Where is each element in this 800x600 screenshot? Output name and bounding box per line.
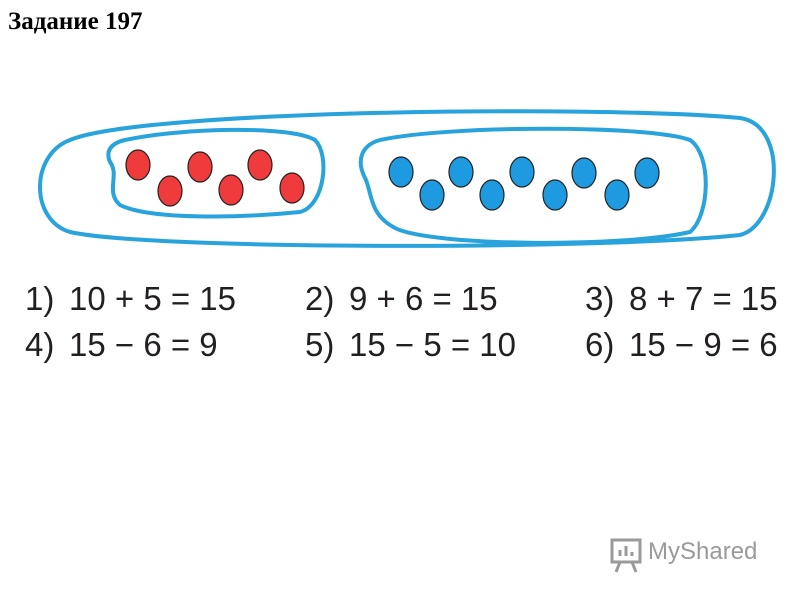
watermark: MyShared bbox=[648, 538, 758, 565]
equation-number: 3) bbox=[585, 280, 615, 317]
equation-expression: 9 + 6 = 15 bbox=[349, 280, 498, 317]
blue-dot bbox=[479, 179, 505, 211]
red-dot bbox=[218, 174, 244, 206]
blue-dot bbox=[419, 179, 445, 211]
watermark-icon bbox=[610, 538, 642, 573]
equation: 1) 10 + 5 = 15 bbox=[25, 280, 236, 318]
blue-dot bbox=[604, 179, 630, 211]
equation-number: 4) bbox=[25, 326, 55, 363]
equation: 4) 15 − 6 = 9 bbox=[25, 326, 218, 364]
equation-expression: 15 − 6 = 9 bbox=[69, 326, 218, 363]
equation: 5) 15 − 5 = 10 bbox=[305, 326, 516, 364]
equation-number: 1) bbox=[25, 280, 55, 317]
title: Задание 197 bbox=[8, 8, 143, 35]
blue-set bbox=[358, 126, 708, 245]
equation-expression: 8 + 7 = 15 bbox=[629, 280, 778, 317]
equation: 2) 9 + 6 = 15 bbox=[305, 280, 498, 318]
red-dot bbox=[157, 175, 183, 207]
red-dot bbox=[125, 149, 151, 181]
equation: 3) 8 + 7 = 15 bbox=[585, 280, 778, 318]
blue-dot bbox=[634, 157, 660, 189]
equation-expression: 10 + 5 = 15 bbox=[69, 280, 236, 317]
equation: 6) 15 − 9 = 6 bbox=[585, 326, 778, 364]
red-dot bbox=[247, 149, 273, 181]
equation-expression: 15 − 5 = 10 bbox=[349, 326, 516, 363]
equation-expression: 15 − 9 = 6 bbox=[629, 326, 778, 363]
red-dot bbox=[279, 172, 305, 204]
blue-dot bbox=[448, 156, 474, 188]
equation-number: 5) bbox=[305, 326, 335, 363]
red-dot bbox=[187, 151, 213, 183]
blue-dot bbox=[388, 156, 414, 188]
red-set bbox=[106, 127, 326, 219]
blue-dot bbox=[509, 156, 535, 188]
equation-number: 6) bbox=[585, 326, 615, 363]
blue-dot bbox=[542, 179, 568, 211]
equation-number: 2) bbox=[305, 280, 335, 317]
outer-set bbox=[38, 109, 776, 248]
blue-dot bbox=[571, 157, 597, 189]
